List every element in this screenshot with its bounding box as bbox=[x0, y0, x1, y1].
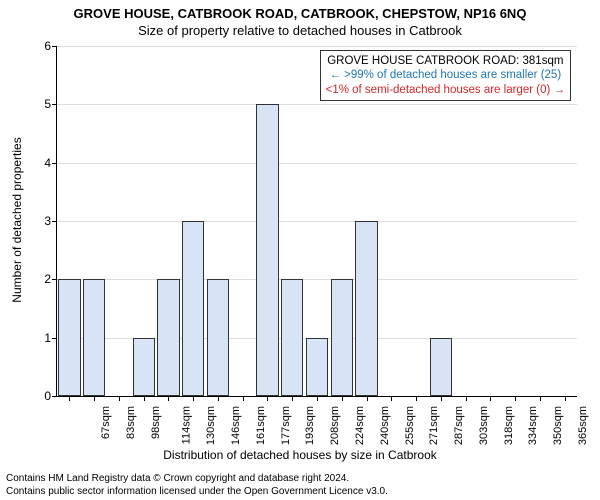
x-tick-label: 334sqm bbox=[527, 406, 539, 445]
y-tick-mark bbox=[52, 46, 57, 47]
x-tick-label: 240sqm bbox=[379, 406, 391, 445]
x-tick-mark bbox=[565, 396, 566, 401]
x-tick-mark bbox=[367, 396, 368, 401]
x-tick-label: 208sqm bbox=[329, 406, 341, 445]
y-tick-mark bbox=[52, 221, 57, 222]
x-tick-label: 350sqm bbox=[552, 406, 564, 445]
y-tick-label: 0 bbox=[31, 389, 51, 403]
bar bbox=[83, 279, 105, 396]
x-tick-mark bbox=[144, 396, 145, 401]
x-tick-mark bbox=[193, 396, 194, 401]
x-tick-label: 130sqm bbox=[206, 406, 218, 445]
info-box-line3: <1% of semi-detached houses are larger (… bbox=[326, 83, 565, 97]
info-box: GROVE HOUSE CATBROOK ROAD: 381sqm ← >99%… bbox=[320, 50, 571, 101]
x-tick-label: 287sqm bbox=[453, 406, 465, 445]
bar bbox=[256, 104, 278, 396]
y-tick-mark bbox=[52, 396, 57, 397]
x-tick-label: 177sqm bbox=[280, 406, 292, 445]
x-tick-mark bbox=[317, 396, 318, 401]
bar bbox=[157, 279, 179, 396]
x-tick-mark bbox=[391, 396, 392, 401]
grid-line bbox=[57, 104, 577, 105]
x-tick-mark bbox=[490, 396, 491, 401]
chart-title: GROVE HOUSE, CATBROOK ROAD, CATBROOK, CH… bbox=[0, 0, 600, 21]
x-tick-mark bbox=[94, 396, 95, 401]
bar bbox=[281, 279, 303, 396]
y-axis-label: Number of detached properties bbox=[10, 137, 24, 302]
y-tick-mark bbox=[52, 279, 57, 280]
footer-line2: Contains public sector information licen… bbox=[6, 486, 388, 499]
grid-line bbox=[57, 46, 577, 47]
x-tick-mark bbox=[218, 396, 219, 401]
x-tick-mark bbox=[168, 396, 169, 401]
x-tick-label: 193sqm bbox=[305, 406, 317, 445]
bar bbox=[306, 338, 328, 396]
y-tick-label: 3 bbox=[31, 214, 51, 228]
bar bbox=[355, 221, 377, 396]
x-tick-label: 224sqm bbox=[354, 406, 366, 445]
bar bbox=[430, 338, 452, 396]
x-axis-label: Distribution of detached houses by size … bbox=[0, 448, 600, 462]
x-tick-label: 271sqm bbox=[428, 406, 440, 445]
y-tick-mark bbox=[52, 163, 57, 164]
x-tick-mark bbox=[441, 396, 442, 401]
y-tick-label: 6 bbox=[31, 39, 51, 53]
y-tick-mark bbox=[52, 338, 57, 339]
bar bbox=[331, 279, 353, 396]
footer-line1: Contains HM Land Registry data © Crown c… bbox=[6, 473, 388, 486]
page-root: GROVE HOUSE, CATBROOK ROAD, CATBROOK, CH… bbox=[0, 0, 600, 500]
bar bbox=[207, 279, 229, 396]
x-tick-label: 318sqm bbox=[503, 406, 515, 445]
x-tick-label: 67sqm bbox=[100, 406, 112, 439]
x-tick-label: 255sqm bbox=[404, 406, 416, 445]
y-tick-mark bbox=[52, 104, 57, 105]
bar bbox=[182, 221, 204, 396]
x-tick-mark bbox=[466, 396, 467, 401]
x-tick-label: 98sqm bbox=[150, 406, 162, 439]
x-tick-mark bbox=[69, 396, 70, 401]
x-tick-mark bbox=[540, 396, 541, 401]
x-tick-mark bbox=[416, 396, 417, 401]
x-tick-label: 146sqm bbox=[230, 406, 242, 445]
grid-line bbox=[57, 221, 577, 222]
grid-line bbox=[57, 163, 577, 164]
y-tick-label: 1 bbox=[31, 331, 51, 345]
x-tick-mark bbox=[515, 396, 516, 401]
x-tick-label: 114sqm bbox=[180, 406, 192, 444]
grid-line bbox=[57, 279, 577, 280]
info-box-line1: GROVE HOUSE CATBROOK ROAD: 381sqm bbox=[326, 54, 565, 68]
y-tick-label: 2 bbox=[31, 272, 51, 286]
y-tick-label: 4 bbox=[31, 156, 51, 170]
chart-subtitle: Size of property relative to detached ho… bbox=[0, 21, 600, 38]
chart-plot-area: 012345667sqm83sqm98sqm114sqm130sqm146sqm… bbox=[56, 46, 577, 397]
bar bbox=[58, 279, 80, 396]
info-box-line2: ← >99% of detached houses are smaller (2… bbox=[326, 68, 565, 82]
bar bbox=[133, 338, 155, 396]
footer-text: Contains HM Land Registry data © Crown c… bbox=[6, 473, 388, 498]
x-tick-label: 365sqm bbox=[577, 406, 589, 445]
x-tick-mark bbox=[119, 396, 120, 401]
x-tick-mark bbox=[243, 396, 244, 401]
x-tick-mark bbox=[292, 396, 293, 401]
x-tick-label: 83sqm bbox=[125, 406, 137, 439]
x-tick-label: 161sqm bbox=[255, 406, 267, 445]
x-tick-mark bbox=[267, 396, 268, 401]
y-tick-label: 5 bbox=[31, 97, 51, 111]
x-tick-label: 303sqm bbox=[478, 406, 490, 445]
x-tick-mark bbox=[342, 396, 343, 401]
